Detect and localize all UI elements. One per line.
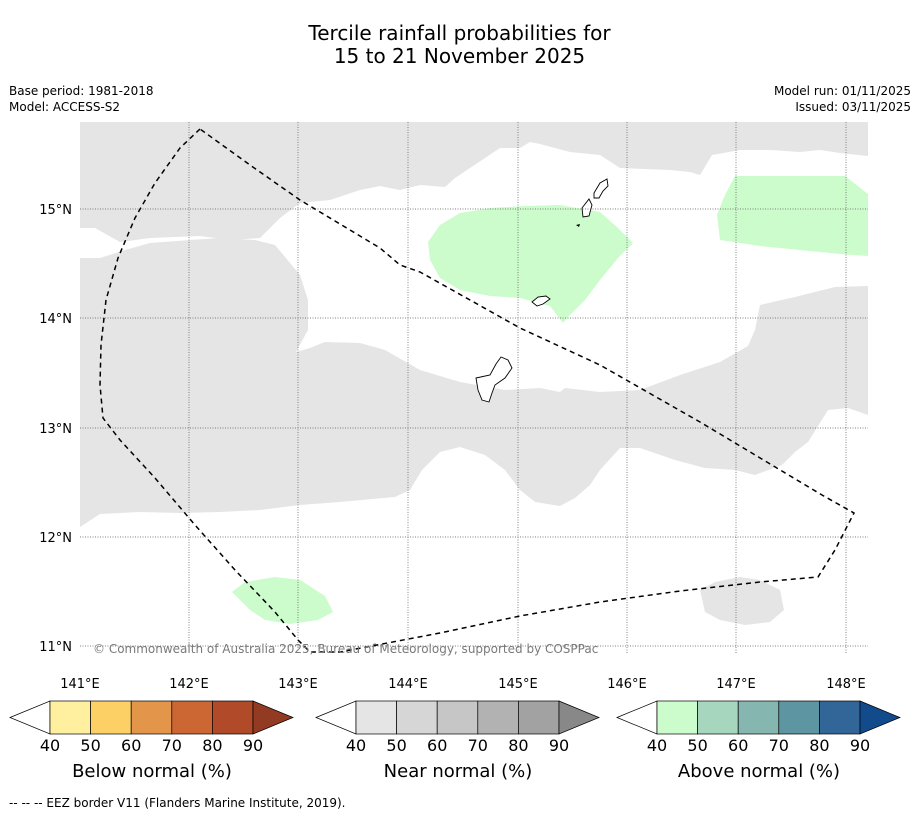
colorbar-below-tick-label: 80 <box>202 736 222 755</box>
lon-label-146: 146°E <box>607 677 647 692</box>
lat-label-15: 15°N <box>39 203 72 218</box>
colorbar-above-segment <box>697 700 739 735</box>
above-normal-region-southwest <box>232 577 333 624</box>
lon-axis-labels: 141°E 142°E 143°E 144°E 145°E 146°E 147°… <box>60 677 866 692</box>
saipan-island <box>593 178 609 199</box>
colorbar-above-max-extend <box>859 700 901 735</box>
near-normal-region-north <box>80 122 868 242</box>
colorbar-below-segment <box>212 700 254 735</box>
colorbar-near-tick-label: 70 <box>468 736 488 755</box>
colorbar-near-segment <box>436 700 479 735</box>
eez-legend-footer: -- -- -- EEZ border V11 (Flanders Marine… <box>9 796 346 810</box>
colorbar-near-segment <box>396 700 438 735</box>
lon-label-147: 147°E <box>716 677 756 692</box>
map-panel: 15°N 14°N 13°N 12°N 11°N 141°E 142°E 143… <box>39 122 868 692</box>
colorbar-near-tick-label: 50 <box>386 736 406 755</box>
colorbar-near-segment <box>477 700 519 735</box>
colorbar-above-tick-label: 80 <box>809 736 829 755</box>
colorbar-above-min-extend <box>616 700 658 735</box>
colorbar-near-max-extend <box>558 700 600 735</box>
model-text: Model: ACCESS-S2 <box>9 100 121 114</box>
colorbar-near: 40 50 60 70 80 90 <box>315 700 600 755</box>
meta-left: Base period: 1981-2018 Model: ACCESS-S2 <box>9 83 154 115</box>
colorbar-below-tick-label: 50 <box>80 736 100 755</box>
colorbar-below-tick-label: 40 <box>40 736 60 755</box>
title-line-2: 15 to 21 November 2025 <box>333 44 586 68</box>
colorbar-label-below: Below normal (%) <box>72 761 232 782</box>
chart-title: Tercile rainfall probabilities for 15 to… <box>0 22 919 68</box>
colorbar-above-segment <box>819 700 861 735</box>
near-normal-region-central <box>80 238 868 527</box>
colorbar-below-segment <box>130 700 173 735</box>
eez-border <box>99 128 855 653</box>
aguijan-island <box>576 224 580 227</box>
colorbar-near-tick-label: 40 <box>346 736 366 755</box>
islands <box>475 178 609 403</box>
lon-label-142: 142°E <box>169 677 209 692</box>
lat-axis-labels: 15°N 14°N 13°N 12°N 11°N <box>39 203 72 655</box>
colorbars: 40 50 60 70 80 90 40 50 60 70 80 90 40 50 60 70 80 90 <box>9 700 901 755</box>
meta-right: Model run: 01/11/2025 Issued: 03/11/2025 <box>774 83 911 115</box>
colorbar-below-min-extend <box>9 700 51 735</box>
lon-label-144: 144°E <box>388 677 428 692</box>
lat-label-12: 12°N <box>39 531 72 546</box>
colorbar-near-segment <box>355 700 397 735</box>
colorbar-above-tick-label: 60 <box>728 736 748 755</box>
copyright-text: © Commonwealth of Australia 2025, Bureau… <box>93 642 598 656</box>
colorbar-above-segment <box>778 700 820 735</box>
near-normal-regions <box>80 122 868 625</box>
colorbar-above-tick-label: 50 <box>687 736 707 755</box>
colorbar-below-tick-label: 60 <box>121 736 141 755</box>
colorbar-below-segment <box>49 700 91 735</box>
above-normal-region-central <box>428 205 633 323</box>
near-normal-region-southeast <box>700 577 784 625</box>
rota-island <box>531 295 551 307</box>
issued-text: Issued: 03/11/2025 <box>795 100 911 114</box>
colorbar-near-segment <box>518 700 560 735</box>
lon-label-143: 143°E <box>278 677 318 692</box>
colorbar-near-tick-label: 60 <box>427 736 447 755</box>
lat-label-11: 11°N <box>39 640 72 655</box>
colorbar-above-tick-label: 90 <box>850 736 870 755</box>
colorbar-below-segment <box>171 700 213 735</box>
model-run-text: Model run: 01/11/2025 <box>773 84 911 98</box>
colorbar-near-tick-label: 80 <box>508 736 528 755</box>
colorbar-label-near: Near normal (%) <box>383 761 533 782</box>
colorbar-above-tick-label: 70 <box>769 736 789 755</box>
title-line-1: Tercile rainfall probabilities for <box>308 21 611 45</box>
colorbar-above-segment <box>737 700 780 735</box>
colorbar-above: 40 50 60 70 80 90 <box>616 700 901 755</box>
colorbar-label-above: Above normal (%) <box>677 761 841 782</box>
colorbar-below-segment <box>90 700 132 735</box>
colorbar-below-tick-label: 90 <box>243 736 263 755</box>
lat-label-14: 14°N <box>39 312 72 327</box>
lon-label-145: 145°E <box>498 677 538 692</box>
lon-label-148: 148°E <box>826 677 866 692</box>
colorbar-near-tick-label: 90 <box>549 736 569 755</box>
guam-island <box>475 356 513 403</box>
tinian-island <box>581 198 593 218</box>
colorbar-above-segment <box>656 700 698 735</box>
lon-label-141: 141°E <box>60 677 100 692</box>
colorbar-near-min-extend <box>315 700 357 735</box>
colorbar-below-tick-label: 70 <box>162 736 182 755</box>
colorbar-below: 40 50 60 70 80 90 <box>9 700 294 755</box>
colorbar-below-max-extend <box>252 700 294 735</box>
gridlines <box>80 122 868 654</box>
base-period-text: Base period: 1981-2018 <box>9 84 154 98</box>
lat-label-13: 13°N <box>39 422 72 437</box>
above-normal-region-east <box>717 176 868 256</box>
above-normal-regions <box>232 176 868 624</box>
colorbar-above-tick-label: 40 <box>647 736 667 755</box>
